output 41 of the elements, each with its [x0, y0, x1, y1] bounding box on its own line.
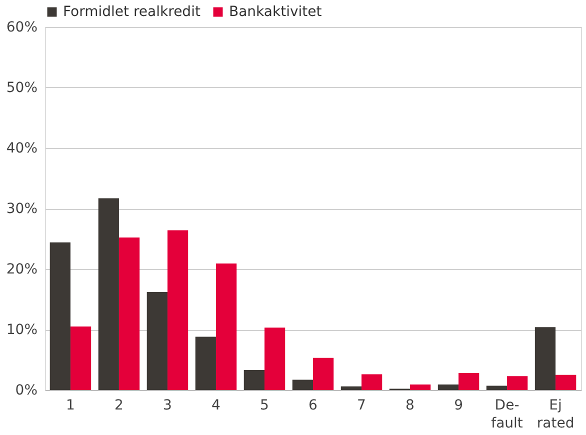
- bar: [340, 386, 362, 390]
- legend-label: Formidlet realkredit: [63, 4, 201, 20]
- bar: [507, 376, 528, 390]
- bar: [438, 384, 459, 390]
- y-tick-label: 50%: [6, 80, 38, 96]
- y-tick-label: 20%: [6, 262, 38, 278]
- x-tick-label: 4: [212, 398, 221, 414]
- bar: [167, 230, 188, 390]
- bar: [216, 264, 237, 390]
- bar: [362, 374, 382, 390]
- x-tick-label: Ej rated: [536, 398, 574, 432]
- bar: [556, 374, 576, 390]
- x-tick-label: 1: [66, 398, 75, 414]
- bar: [70, 326, 92, 390]
- x-tick-label: 8: [406, 398, 414, 414]
- x-tick-label: 3: [163, 398, 172, 414]
- x-tick-label: 7: [357, 398, 366, 414]
- legend-label: Bankaktivitet: [229, 4, 322, 20]
- x-tick-label: 9: [454, 398, 463, 414]
- y-tick-label: 10%: [6, 322, 38, 338]
- y-tick-label: 40%: [6, 140, 38, 156]
- x-tick-label: 5: [260, 398, 269, 414]
- y-tick-label: 0%: [15, 382, 38, 398]
- y-tick-label: 60%: [6, 20, 38, 36]
- bar: [98, 198, 119, 390]
- bar: [292, 380, 313, 390]
- y-tick-label: 30%: [6, 201, 38, 217]
- bar: [486, 386, 508, 390]
- bar: [410, 384, 431, 390]
- x-tick-label: 2: [114, 398, 124, 414]
- bar: [264, 328, 286, 390]
- bar: [458, 373, 480, 390]
- bar: [244, 370, 264, 390]
- x-tick-label: De-fault: [491, 398, 524, 432]
- bar: [313, 358, 334, 390]
- x-tick-label: 6: [308, 398, 318, 414]
- bar: [195, 336, 216, 390]
- bar: [534, 327, 556, 390]
- bar: [146, 292, 168, 390]
- bar: [118, 238, 140, 390]
- bar: [50, 242, 70, 390]
